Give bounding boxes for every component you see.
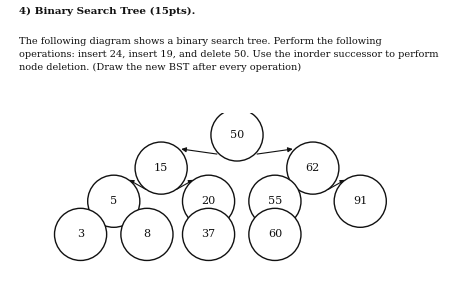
- Text: 50: 50: [230, 130, 244, 140]
- Text: The following diagram shows a binary search tree. Perform the following
operatio: The following diagram shows a binary sea…: [19, 37, 438, 72]
- Ellipse shape: [249, 175, 301, 227]
- Ellipse shape: [182, 208, 235, 260]
- Text: 4) Binary Search Tree (15pts).: 4) Binary Search Tree (15pts).: [19, 7, 195, 16]
- Text: 3: 3: [77, 229, 84, 239]
- Text: 60: 60: [268, 229, 282, 239]
- Ellipse shape: [88, 175, 140, 227]
- Ellipse shape: [249, 208, 301, 260]
- Ellipse shape: [135, 142, 187, 194]
- Ellipse shape: [334, 175, 386, 227]
- Text: 62: 62: [306, 163, 320, 173]
- Ellipse shape: [121, 208, 173, 260]
- Text: 55: 55: [268, 196, 282, 206]
- Ellipse shape: [182, 175, 235, 227]
- Ellipse shape: [211, 109, 263, 161]
- Text: 91: 91: [353, 196, 367, 206]
- Text: 15: 15: [154, 163, 168, 173]
- Text: 5: 5: [110, 196, 118, 206]
- Ellipse shape: [55, 208, 107, 260]
- Ellipse shape: [287, 142, 339, 194]
- Text: 8: 8: [143, 229, 151, 239]
- Text: 37: 37: [201, 229, 216, 239]
- Text: 20: 20: [201, 196, 216, 206]
